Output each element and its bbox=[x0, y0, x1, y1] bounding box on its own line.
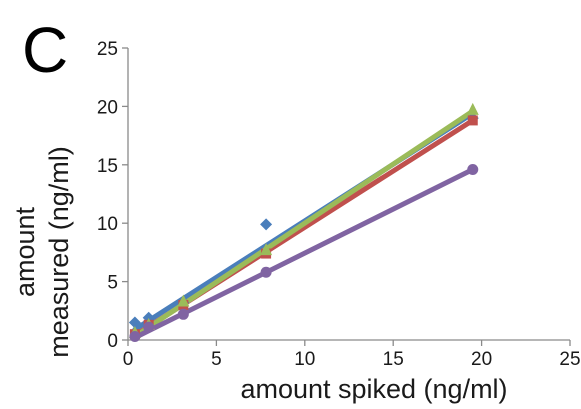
y-tick-label-2: 10 bbox=[97, 214, 118, 235]
circle-point-3-1 bbox=[143, 321, 155, 333]
circle-point-3-4 bbox=[467, 163, 479, 175]
trend-lines bbox=[132, 108, 476, 341]
triangle-point-2-4 bbox=[466, 102, 479, 115]
y-tick-label-1: 5 bbox=[107, 273, 118, 294]
diamond-point-0-3 bbox=[260, 218, 273, 231]
trend-line-3 bbox=[132, 166, 476, 341]
triangle-point-2-2 bbox=[177, 294, 190, 307]
trend-line-2 bbox=[132, 108, 476, 339]
axes bbox=[122, 47, 571, 346]
x-axis-label: amount spiked (ng/ml) bbox=[240, 374, 507, 404]
square-point-1-4 bbox=[467, 115, 478, 126]
y-axis-label-line-1: amount bbox=[10, 206, 40, 297]
x-tick-label-4: 20 bbox=[471, 349, 492, 370]
x-tick-label-2: 10 bbox=[294, 349, 315, 370]
y-axis-label: amount measured (ng/ml) bbox=[10, 146, 74, 358]
y-tick-label-4: 20 bbox=[97, 97, 118, 118]
diamond-point-0-0 bbox=[128, 316, 141, 329]
triangle-point-2-3 bbox=[260, 243, 273, 256]
panel-label: C bbox=[22, 14, 68, 86]
circle-point-3-3 bbox=[260, 266, 272, 278]
circle-point-3-2 bbox=[177, 308, 189, 320]
tick-labels: 0 5 10 15 20 25 0 5 10 15 20 25 bbox=[97, 39, 581, 370]
x-tick-label-1: 5 bbox=[211, 349, 222, 370]
circle-point-3-0 bbox=[129, 330, 141, 342]
x-tick-label-0: 0 bbox=[123, 349, 134, 370]
data-points bbox=[128, 102, 479, 342]
y-tick-label-3: 15 bbox=[97, 156, 118, 177]
y-tick-label-0: 0 bbox=[107, 331, 118, 352]
x-tick-label-5: 25 bbox=[559, 349, 580, 370]
y-axis-label-line-2: measured (ng/ml) bbox=[44, 146, 74, 358]
x-tick-label-3: 15 bbox=[383, 349, 404, 370]
y-tick-label-5: 25 bbox=[97, 39, 118, 60]
